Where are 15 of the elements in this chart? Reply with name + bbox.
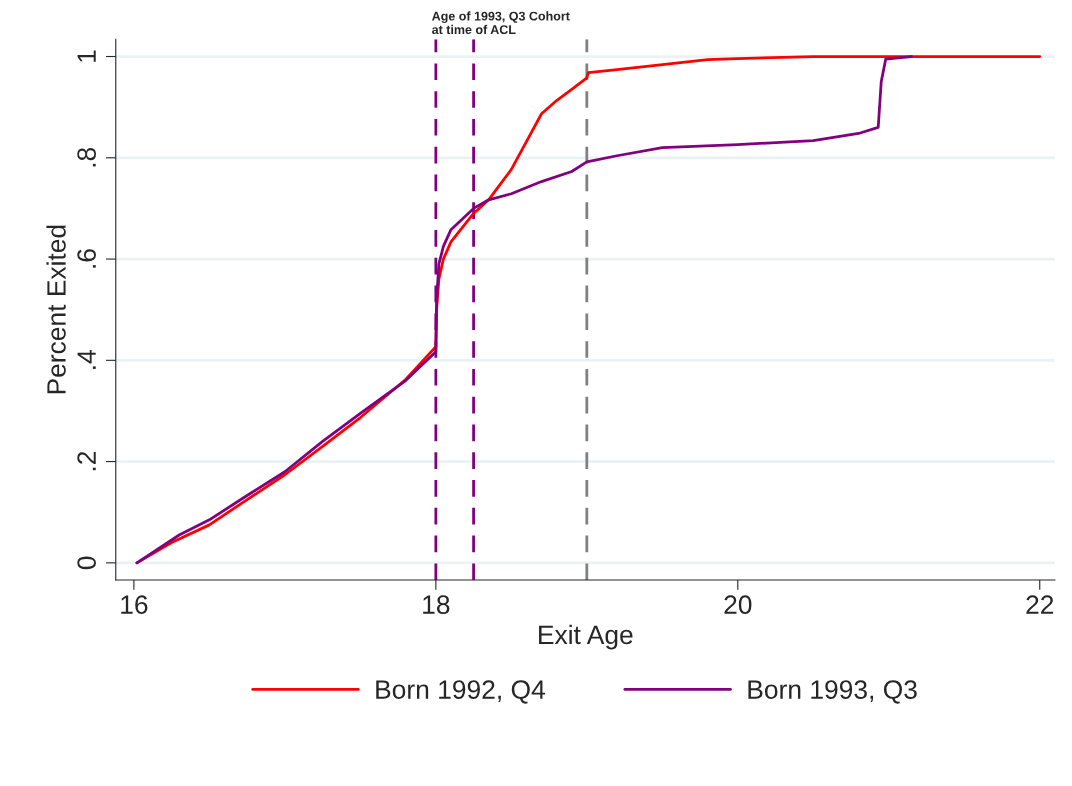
y-tick-label: .8 xyxy=(77,147,96,167)
y-tick-label: 1 xyxy=(77,50,96,62)
x-tick-label: 20 xyxy=(724,595,752,615)
y-tick-label: 0 xyxy=(77,556,96,570)
x-axis-title: Exit Age xyxy=(539,624,633,650)
x-tick-label: 18 xyxy=(423,595,450,615)
y-tick-label: .2 xyxy=(77,451,96,471)
annotation: Age of 1993, Q3 Cohort at time of ACL xyxy=(431,11,570,35)
x-tick-label: 16 xyxy=(121,595,148,615)
y-tick-label: .6 xyxy=(77,249,96,268)
y-tick-label: .4 xyxy=(77,350,96,369)
legend-label: Born 1993, Q3 xyxy=(748,680,917,704)
legend-label: Born 1992, Q4 xyxy=(376,680,545,704)
y-axis-title: Percent Exited xyxy=(46,225,66,394)
x-tick-label: 22 xyxy=(1026,595,1054,614)
